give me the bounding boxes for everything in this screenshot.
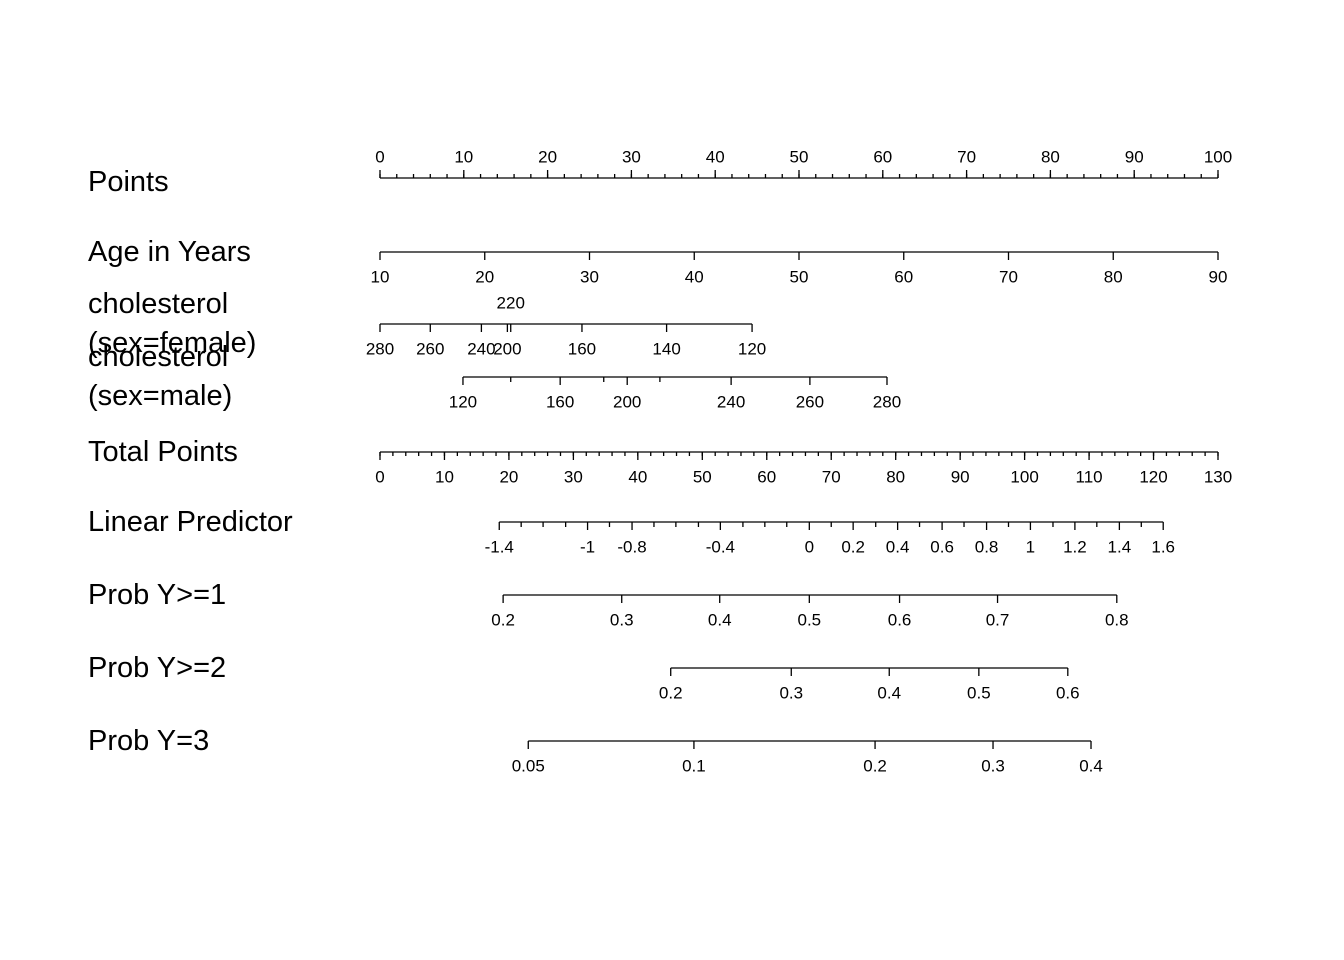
tick-label: 0 xyxy=(375,467,384,486)
tick-label: 0.6 xyxy=(930,537,954,556)
tick-label: 130 xyxy=(1204,467,1232,486)
tick-label: 0.3 xyxy=(779,683,803,702)
tick-label: 0.4 xyxy=(1079,756,1103,775)
tick-label: 20 xyxy=(475,267,494,286)
tick-label: 280 xyxy=(873,392,901,411)
scale-name: (sex=female) xyxy=(88,327,256,359)
tick-label: 240 xyxy=(717,392,745,411)
tick-label: 0.2 xyxy=(863,756,887,775)
tick-label: -1 xyxy=(580,537,595,556)
tick-label: -1.4 xyxy=(485,537,514,556)
tick-label: 240 xyxy=(467,339,495,358)
tick-label: 200 xyxy=(493,339,521,358)
scale-name: Prob Y>=1 xyxy=(88,579,226,611)
tick-label: 60 xyxy=(894,267,913,286)
tick-label: 80 xyxy=(1041,147,1060,166)
tick-label: 90 xyxy=(951,467,970,486)
tick-label: 0.4 xyxy=(886,537,910,556)
tick-label: 100 xyxy=(1204,147,1232,166)
tick-label: 0.3 xyxy=(610,610,634,629)
tick-label: 0.6 xyxy=(1056,683,1080,702)
tick-label: 280 xyxy=(366,339,394,358)
tick-label: 0.2 xyxy=(659,683,683,702)
tick-label: -0.8 xyxy=(617,537,646,556)
scale-name: cholesterol xyxy=(88,341,228,373)
tick-label: 120 xyxy=(738,339,766,358)
tick-label: 0 xyxy=(375,147,384,166)
tick-label: 0.5 xyxy=(797,610,821,629)
tick-label: 110 xyxy=(1076,467,1103,486)
tick-label: 100 xyxy=(1010,467,1038,486)
tick-label: 140 xyxy=(652,339,680,358)
tick-label: 10 xyxy=(371,267,390,286)
tick-label: 40 xyxy=(628,467,647,486)
scale-name: Prob Y=3 xyxy=(88,725,209,757)
tick-label: 50 xyxy=(790,267,809,286)
tick-label: 10 xyxy=(435,467,454,486)
tick-label: 220 xyxy=(497,293,525,312)
tick-label: 160 xyxy=(568,339,596,358)
tick-label: 120 xyxy=(1139,467,1167,486)
tick-label: 260 xyxy=(416,339,444,358)
tick-label: 30 xyxy=(622,147,641,166)
tick-label: 1.2 xyxy=(1063,537,1087,556)
tick-label: 0.5 xyxy=(967,683,991,702)
tick-label: 50 xyxy=(693,467,712,486)
tick-label: 260 xyxy=(796,392,824,411)
tick-label: 60 xyxy=(873,147,892,166)
tick-label: 20 xyxy=(499,467,518,486)
tick-label: 1.4 xyxy=(1108,537,1132,556)
tick-label: 70 xyxy=(822,467,841,486)
tick-label: 0.7 xyxy=(986,610,1010,629)
scale-name: Total Points xyxy=(88,436,238,468)
tick-label: 1 xyxy=(1026,537,1035,556)
tick-label: 0.05 xyxy=(512,756,545,775)
tick-label: 90 xyxy=(1125,147,1144,166)
scale-name: (sex=male) xyxy=(88,380,232,412)
tick-label: 0.4 xyxy=(708,610,732,629)
tick-label: 40 xyxy=(706,147,725,166)
tick-label: 0.3 xyxy=(981,756,1005,775)
tick-label: 0.2 xyxy=(491,610,515,629)
tick-label: 70 xyxy=(957,147,976,166)
tick-label: 0.8 xyxy=(1105,610,1129,629)
tick-label: 1.6 xyxy=(1151,537,1175,556)
tick-label: 10 xyxy=(454,147,473,166)
scale-name: Linear Predictor xyxy=(88,506,293,538)
tick-label: 0.8 xyxy=(975,537,999,556)
tick-label: 200 xyxy=(613,392,641,411)
tick-label: -0.4 xyxy=(706,537,735,556)
tick-label: 0.6 xyxy=(888,610,912,629)
tick-label: 70 xyxy=(999,267,1018,286)
tick-label: 0 xyxy=(805,537,814,556)
tick-label: 80 xyxy=(1104,267,1123,286)
tick-label: 30 xyxy=(580,267,599,286)
scale-name: Age in Years xyxy=(88,236,251,268)
tick-label: 120 xyxy=(449,392,477,411)
tick-label: 60 xyxy=(757,467,776,486)
tick-label: 0.2 xyxy=(841,537,865,556)
tick-label: 0.4 xyxy=(877,683,901,702)
scale-name: Points xyxy=(88,166,169,198)
tick-label: 160 xyxy=(546,392,574,411)
tick-label: 30 xyxy=(564,467,583,486)
tick-label: 0.1 xyxy=(682,756,706,775)
tick-label: 80 xyxy=(886,467,905,486)
scale-name: cholesterol xyxy=(88,288,228,320)
tick-label: 40 xyxy=(685,267,704,286)
tick-label: 50 xyxy=(790,147,809,166)
tick-label: 20 xyxy=(538,147,557,166)
tick-label: 90 xyxy=(1209,267,1228,286)
scale-name: Prob Y>=2 xyxy=(88,652,226,684)
